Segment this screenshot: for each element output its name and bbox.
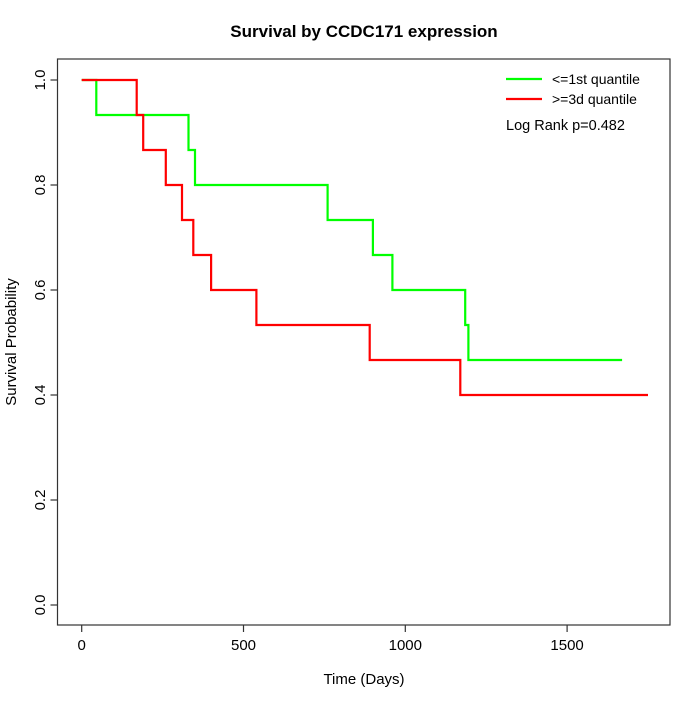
y-tick-label: 0.6 <box>32 280 49 301</box>
y-axis-ticks: 0.0 0.2 0.4 0.6 0.8 1.0 <box>32 70 58 616</box>
y-tick-label: 0.8 <box>32 175 49 196</box>
x-tick-label: 0 <box>78 637 86 654</box>
log-rank-pvalue: Log Rank p=0.482 <box>506 118 625 134</box>
x-tick-label: 1000 <box>389 637 422 654</box>
y-tick-label: 1.0 <box>32 70 49 91</box>
x-axis-label: Time (Days) <box>323 671 404 688</box>
y-tick-label: 0.0 <box>32 595 49 616</box>
survival-curves <box>81 78 648 397</box>
y-tick-label: 0.4 <box>32 385 49 406</box>
legend-label-third-quantile: >=3d quantile <box>552 91 637 107</box>
km-curve-high-expression <box>81 78 648 397</box>
x-axis-ticks: 0 500 1000 1500 <box>78 625 584 654</box>
y-axis-label: Survival Probability <box>3 278 20 406</box>
legend-label-first-quantile: <=1st quantile <box>552 71 640 87</box>
y-tick-label: 0.2 <box>32 490 49 511</box>
km-curve-low-expression <box>81 78 623 362</box>
plot-box <box>56 58 671 626</box>
x-tick-label: 500 <box>231 637 256 654</box>
x-tick-label: 1500 <box>550 637 583 654</box>
legend: <=1st quantile >=3d quantile Log Rank p=… <box>506 71 640 134</box>
chart-title: Survival by CCDC171 expression <box>230 22 497 41</box>
